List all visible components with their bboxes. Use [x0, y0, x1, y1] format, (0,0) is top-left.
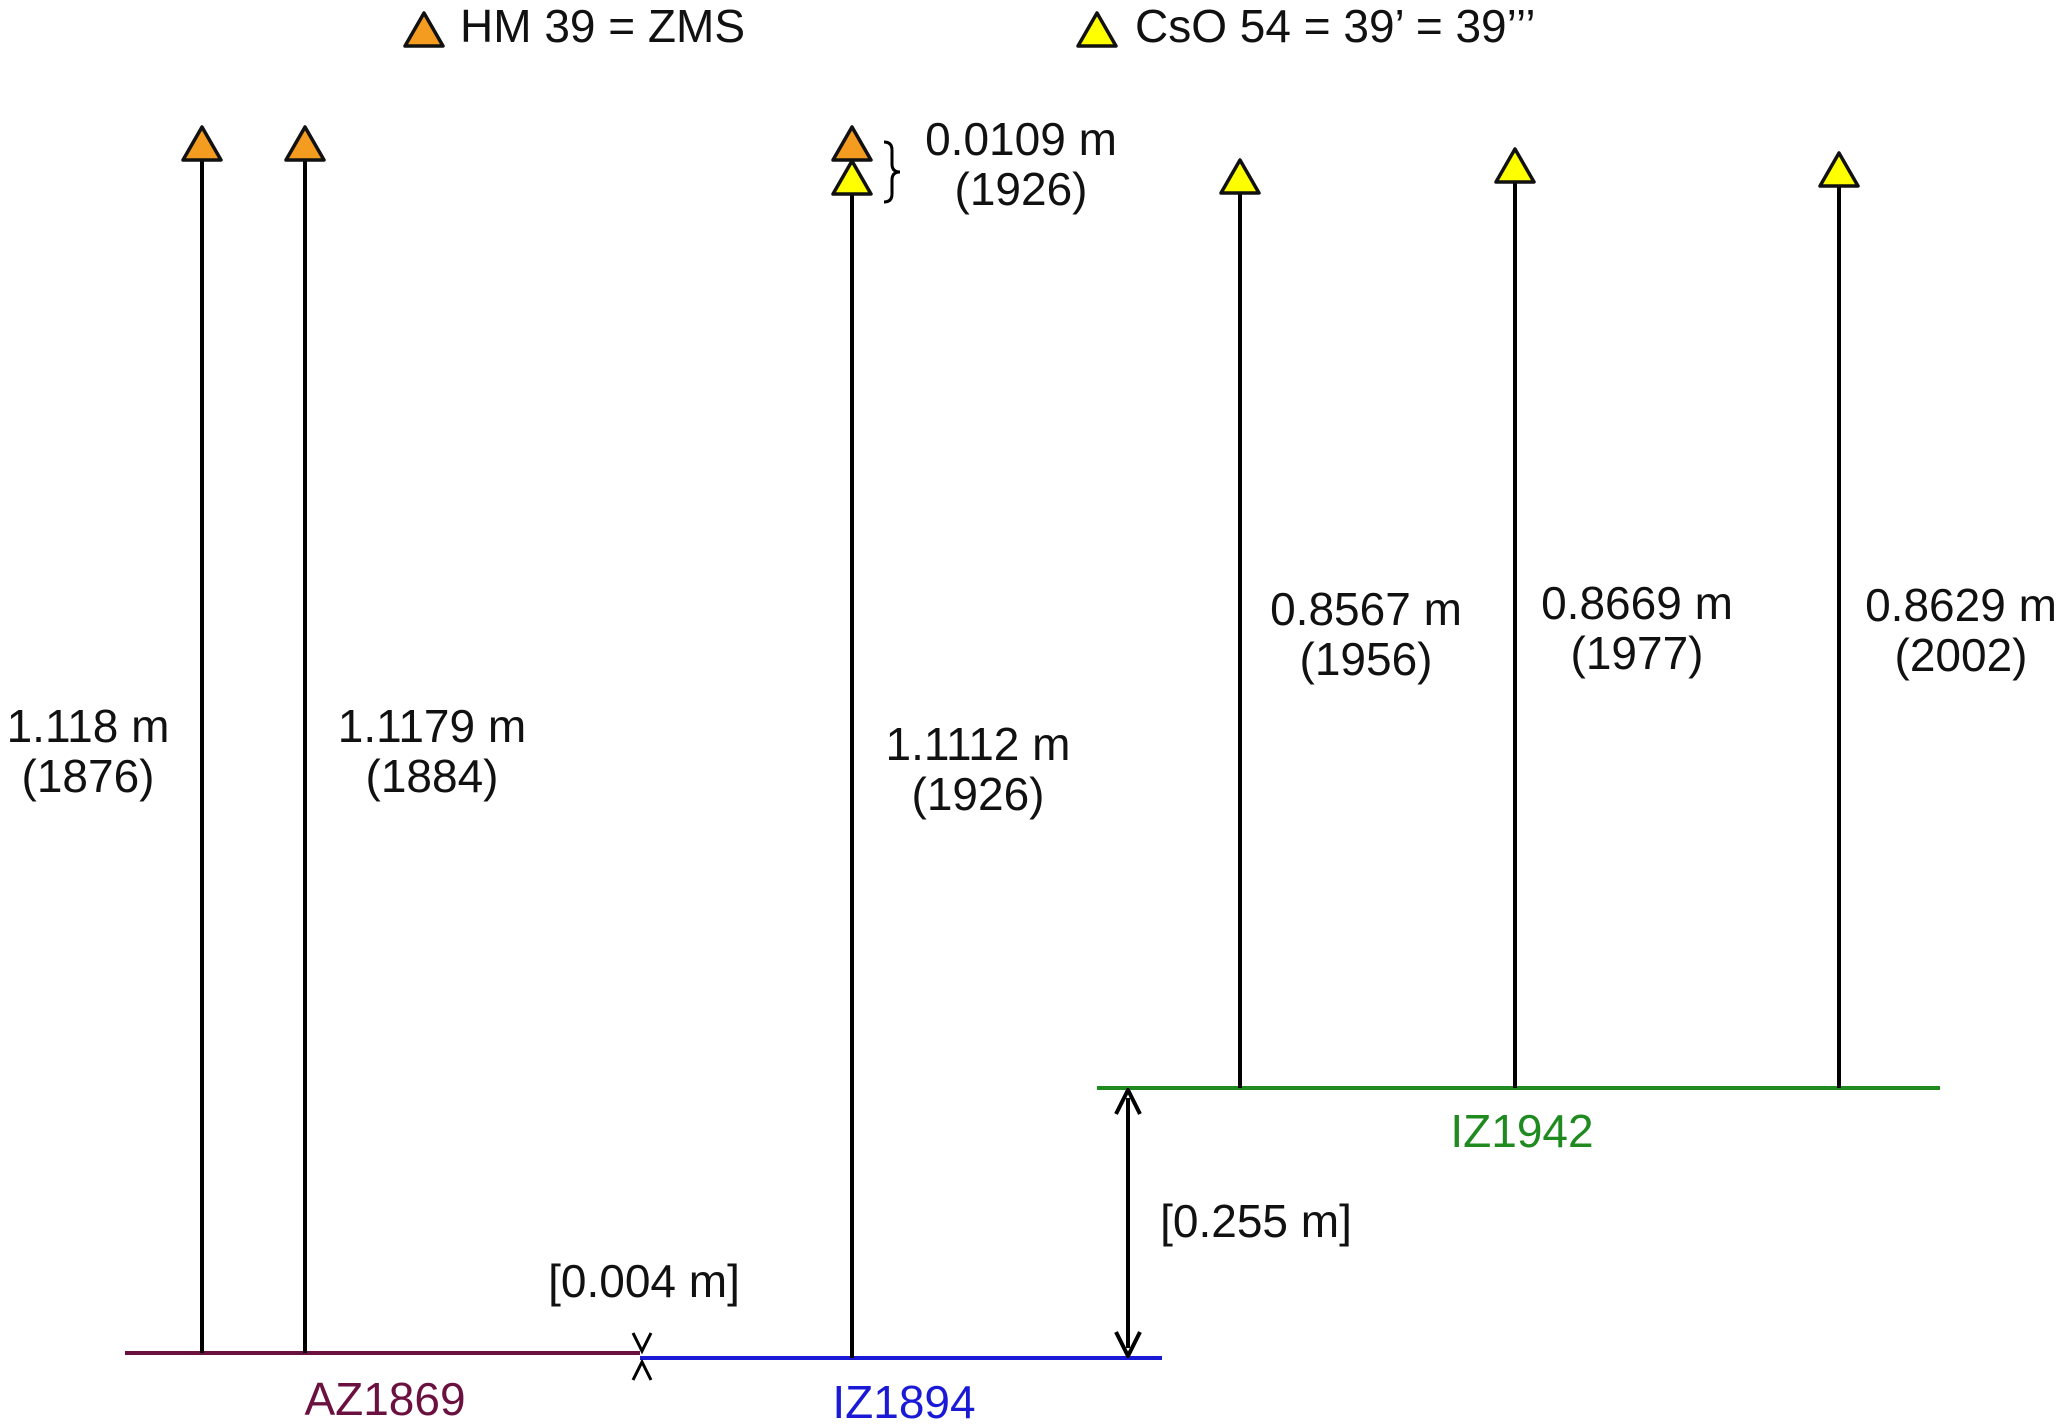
- marker-offset-value: 0.0109 m: [925, 113, 1117, 165]
- hm-marker-1884-icon: [284, 125, 326, 162]
- measurement-year-1977: (1977): [1571, 627, 1704, 679]
- offset-large-arrowhead-up-icon: [1114, 1088, 1142, 1115]
- iz1942-label: IZ1942: [1450, 1105, 1593, 1157]
- offset-iz1894-iz1942-label: [0.255 m]: [1160, 1195, 1352, 1247]
- legend: HM 39 = ZMS CsO 54 = 39’ = 39’’’: [403, 0, 1536, 52]
- measurement-value-1956: 0.8567 m: [1270, 583, 1462, 635]
- measurement-value-1884: 1.1179 m: [338, 700, 526, 752]
- cso-marker-1956-icon: [1219, 158, 1261, 195]
- measurement-value-1926: 1.1112 m: [886, 718, 1071, 770]
- offset-small-arrow-down-icon: [631, 1332, 653, 1355]
- measurement-value-2002: 0.8629 m: [1865, 579, 2057, 631]
- measurement-year-1876: (1876): [22, 750, 155, 802]
- measurement-year-2002: (2002): [1895, 629, 2028, 681]
- offset-az1869-iz1894-label: [0.004 m]: [548, 1255, 740, 1307]
- cso-marker-2002-icon: [1818, 151, 1860, 188]
- iz1894-label: IZ1894: [832, 1376, 975, 1424]
- az1869-label: AZ1869: [304, 1373, 465, 1424]
- measurement-year-1956: (1956): [1300, 633, 1433, 685]
- legend-cso-marker-icon: [1076, 11, 1118, 48]
- marker-offset-year: (1926): [955, 163, 1088, 215]
- measurement-value-1977: 0.8669 m: [1541, 577, 1733, 629]
- legend-cso-label: CsO 54 = 39’ = 39’’’: [1135, 0, 1536, 52]
- offset-small-arrow-up-icon: [631, 1358, 653, 1381]
- hm-marker-1876-icon: [181, 125, 223, 162]
- cso-marker-1926-icon: [831, 159, 873, 196]
- legend-hm-label: HM 39 = ZMS: [460, 0, 745, 52]
- marker-offset-brace-icon: [883, 140, 901, 204]
- cso-marker-1977-icon: [1494, 147, 1536, 184]
- measurement-year-1884: (1884): [366, 750, 499, 802]
- measurement-value-1876: 1.118 m: [7, 700, 170, 752]
- measurement-year-1926: (1926): [912, 768, 1045, 820]
- offset-large-arrowhead-down-icon: [1114, 1331, 1142, 1358]
- legend-hm-marker-icon: [403, 11, 445, 48]
- hm-marker-1926-icon: [831, 125, 873, 162]
